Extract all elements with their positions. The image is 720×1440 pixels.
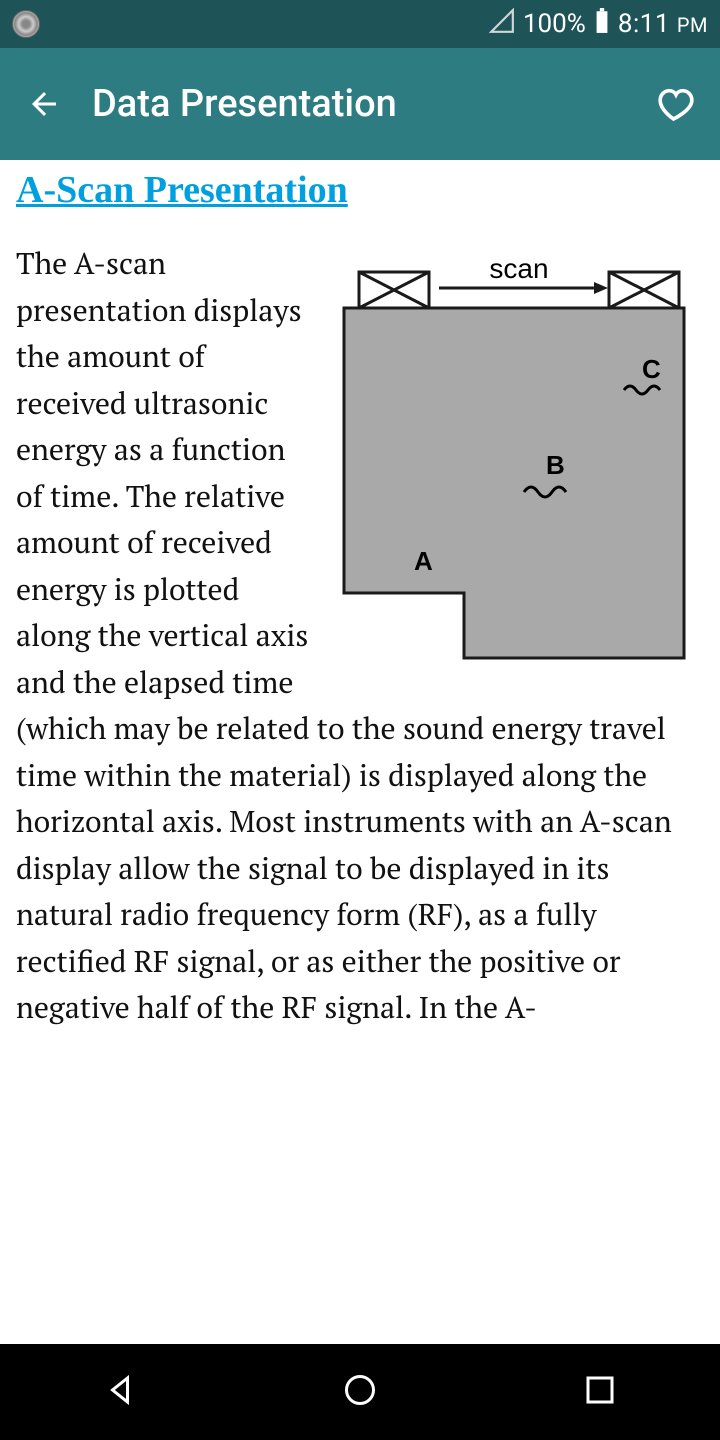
circle-home-icon	[342, 1372, 378, 1408]
signal-icon	[489, 8, 515, 41]
heart-icon	[656, 84, 696, 124]
back-button[interactable]	[20, 80, 68, 128]
ascan-diagram: scan C B A	[324, 248, 704, 678]
article-heading: A-Scan Presentation	[16, 168, 704, 212]
nav-back-button[interactable]	[102, 1372, 138, 1413]
spinner-icon	[12, 10, 40, 38]
defect-c-label: C	[642, 354, 661, 384]
square-recent-icon	[582, 1372, 618, 1408]
favorite-button[interactable]	[652, 80, 700, 128]
status-right: 100% 8:11 PM	[489, 8, 708, 41]
time-value: 8:11	[618, 9, 670, 39]
scan-label: scan	[489, 253, 548, 284]
article-content: A-Scan Presentation scan C	[0, 160, 720, 1031]
page-title: Data Presentation	[92, 82, 652, 126]
nav-home-button[interactable]	[342, 1372, 378, 1413]
status-left	[12, 10, 40, 38]
battery-percent: 100%	[523, 9, 586, 39]
status-bar: 100% 8:11 PM	[0, 0, 720, 48]
bottom-blank	[16, 1095, 704, 1344]
triangle-back-icon	[102, 1372, 138, 1408]
time-ampm: PM	[677, 13, 708, 37]
clock: 8:11 PM	[618, 9, 708, 39]
defect-b-label: B	[546, 450, 565, 480]
article-body-wrap: scan C B A The A-scan presentation displ…	[16, 240, 704, 1031]
battery-icon	[594, 8, 610, 41]
nav-recent-button[interactable]	[582, 1372, 618, 1413]
defect-a-label: A	[414, 546, 433, 576]
app-bar: Data Presentation	[0, 48, 720, 160]
arrow-left-icon	[26, 86, 62, 122]
system-nav-bar	[0, 1344, 720, 1440]
